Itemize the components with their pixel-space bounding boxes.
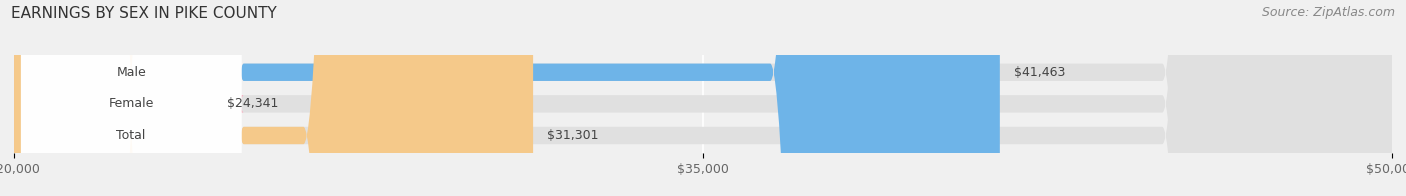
Text: EARNINGS BY SEX IN PIKE COUNTY: EARNINGS BY SEX IN PIKE COUNTY xyxy=(11,6,277,21)
FancyBboxPatch shape xyxy=(0,0,243,196)
Text: Source: ZipAtlas.com: Source: ZipAtlas.com xyxy=(1261,6,1395,19)
Text: Total: Total xyxy=(117,129,146,142)
FancyBboxPatch shape xyxy=(14,0,1000,196)
FancyBboxPatch shape xyxy=(14,0,1392,196)
Text: $31,301: $31,301 xyxy=(547,129,599,142)
FancyBboxPatch shape xyxy=(21,0,242,196)
Text: Female: Female xyxy=(108,97,153,110)
Text: Male: Male xyxy=(117,66,146,79)
FancyBboxPatch shape xyxy=(21,0,242,196)
FancyBboxPatch shape xyxy=(14,0,1392,196)
Text: $41,463: $41,463 xyxy=(1014,66,1064,79)
FancyBboxPatch shape xyxy=(21,0,242,196)
Text: $24,341: $24,341 xyxy=(228,97,278,110)
FancyBboxPatch shape xyxy=(14,0,1392,196)
FancyBboxPatch shape xyxy=(14,0,533,196)
